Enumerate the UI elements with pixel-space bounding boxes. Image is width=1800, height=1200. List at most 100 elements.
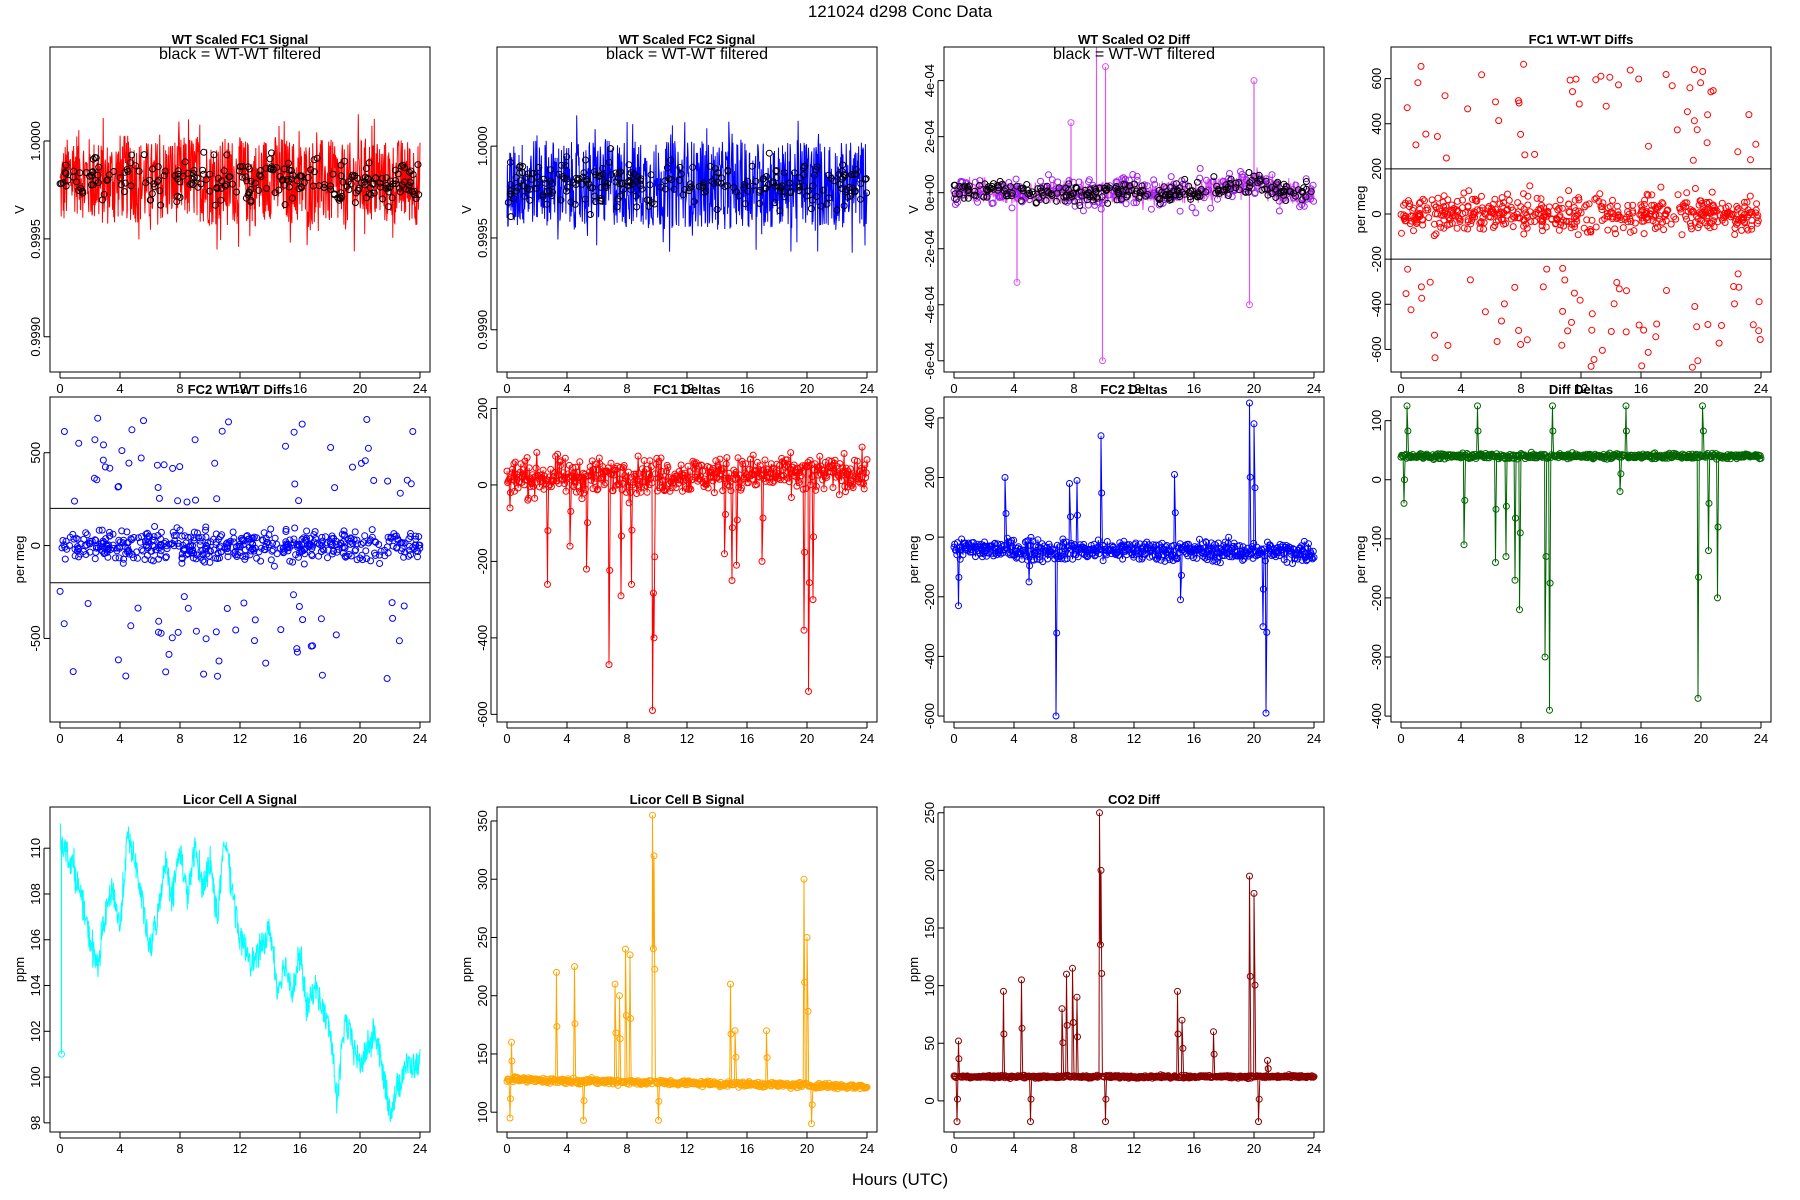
data-point	[780, 472, 788, 480]
data-point	[1286, 547, 1294, 555]
data-point	[1406, 220, 1414, 228]
data-point	[363, 416, 371, 423]
data-point	[728, 577, 736, 584]
data-point	[1566, 208, 1574, 216]
data-point	[199, 550, 207, 558]
data-point	[368, 526, 376, 534]
x-tick-label: 16	[1187, 381, 1201, 396]
data-point	[961, 539, 969, 547]
data-point	[1662, 217, 1670, 225]
data-point	[796, 468, 804, 476]
y-tick-label: 108	[28, 883, 43, 905]
data-point	[649, 811, 656, 819]
data-point	[785, 478, 793, 486]
data-point	[1748, 222, 1756, 230]
data-point	[317, 548, 325, 556]
data-point	[335, 196, 343, 204]
data-point	[1729, 210, 1737, 218]
data-point	[628, 526, 636, 534]
data-point	[150, 180, 158, 188]
plot-area	[950, 47, 1318, 365]
data-point	[549, 188, 557, 196]
data-point	[185, 543, 193, 551]
data-point	[217, 184, 225, 192]
data-point	[1307, 185, 1315, 193]
data-point	[528, 175, 535, 183]
data-point	[1306, 189, 1314, 197]
data-point	[1587, 362, 1595, 370]
data-point	[1407, 306, 1415, 314]
data-point	[395, 184, 403, 192]
data-point	[233, 543, 240, 551]
data-point	[298, 540, 305, 548]
data-point	[1144, 190, 1152, 198]
data-point	[606, 566, 614, 574]
data-point	[813, 193, 820, 201]
data-point	[738, 484, 745, 492]
data-point	[507, 187, 514, 195]
data-point	[857, 180, 865, 188]
data-point	[1309, 555, 1317, 563]
data-point	[232, 626, 240, 634]
data-point	[612, 169, 620, 177]
data-point	[1194, 191, 1202, 199]
data-point	[1687, 222, 1695, 230]
data-point	[533, 449, 541, 456]
data-point	[763, 173, 770, 180]
data-point	[1596, 190, 1604, 198]
data-point	[1655, 203, 1662, 211]
data-point	[94, 171, 102, 179]
data-point	[1725, 202, 1732, 210]
data-point	[1053, 629, 1061, 637]
data-point	[162, 668, 170, 676]
data-point	[1494, 212, 1502, 220]
data-point	[721, 550, 728, 558]
data-point	[1286, 188, 1294, 196]
data-point	[1699, 402, 1706, 410]
data-point	[1446, 216, 1454, 224]
data-point	[1417, 283, 1425, 291]
data-point	[1683, 189, 1691, 197]
data-point	[563, 175, 571, 183]
data-point	[1624, 218, 1632, 226]
data-point	[1166, 556, 1174, 564]
data-point	[1008, 204, 1016, 212]
data-point	[103, 541, 111, 549]
data-point	[1476, 219, 1484, 227]
data-point	[531, 494, 539, 502]
data-point	[1173, 186, 1181, 194]
data-point	[1514, 199, 1522, 207]
data-point	[189, 181, 197, 189]
data-point	[1264, 191, 1272, 199]
data-point	[544, 580, 551, 588]
data-point	[292, 551, 300, 559]
data-point	[1496, 200, 1504, 208]
data-point	[1644, 348, 1652, 356]
data-point	[951, 181, 959, 189]
data-point	[1292, 192, 1300, 200]
data-point	[1456, 216, 1464, 224]
data-point	[1694, 694, 1702, 702]
data-point	[225, 539, 233, 547]
data-point	[981, 538, 988, 546]
data-point	[1740, 198, 1748, 206]
data-point	[1658, 218, 1666, 226]
data-point	[1019, 187, 1027, 195]
data-point	[288, 167, 295, 174]
data-point	[853, 457, 861, 465]
data-point	[589, 485, 597, 493]
data-point	[242, 194, 250, 202]
data-point	[324, 554, 331, 562]
data-point	[357, 179, 365, 187]
data-point	[202, 635, 210, 643]
y-tick-label: 0	[1369, 210, 1384, 217]
data-point	[1002, 510, 1010, 517]
data-point	[286, 557, 294, 565]
data-point	[142, 538, 149, 546]
data-point	[768, 465, 776, 473]
data-point	[994, 186, 1002, 194]
data-point	[1638, 362, 1646, 370]
data-point	[519, 163, 527, 170]
data-point	[1402, 290, 1410, 298]
data-point	[1448, 212, 1456, 220]
